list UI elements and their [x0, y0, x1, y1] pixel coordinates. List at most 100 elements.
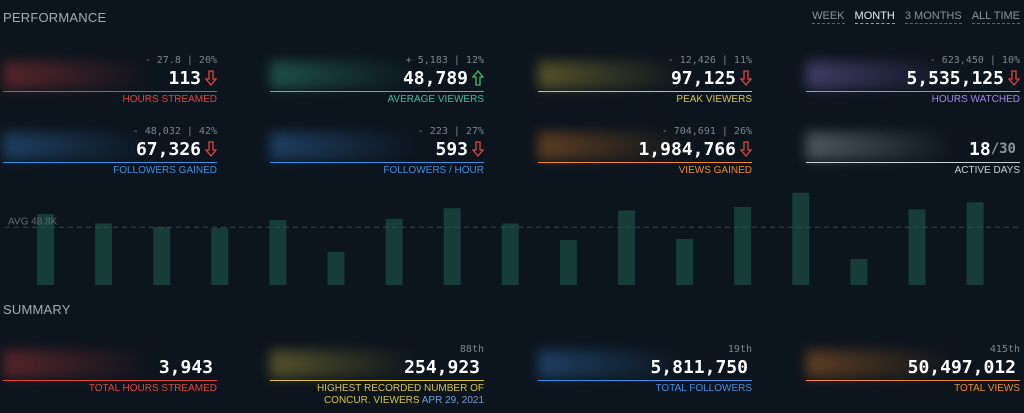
summary-value: 5,811,750 [650, 356, 748, 378]
stat-glow [806, 132, 1020, 160]
summary-label: TOTAL HOURS STREAMED [3, 383, 217, 395]
stat-label: HOURS WATCHED [931, 94, 1020, 105]
stat-glow [538, 61, 752, 89]
chart-bar-14[interactable] [792, 192, 810, 285]
chart-bar-12[interactable] [676, 238, 694, 285]
summary-value: 254,923 [404, 356, 480, 378]
stat-label: HOURS STREAMED [122, 94, 217, 105]
stat-glow [3, 350, 217, 378]
stat-value: 593 [435, 138, 468, 160]
time-range-tabs: WEEK MONTH 3 MONTHS ALL TIME [812, 10, 1020, 24]
chart-bar-2[interactable] [95, 223, 113, 285]
summary-label: TOTAL FOLLOWERS [538, 383, 753, 395]
summary-rank: 415th [989, 344, 1020, 355]
stat-card-hours-watched: - 623,450 | 10% 5,535,125 HOURS WATCHED [806, 55, 1021, 106]
stat-label: FOLLOWERS / HOUR [383, 165, 484, 176]
summary-card-highest-recorded-number-of-concur-viewers: 88th 254,923 HIGHEST RECORDED NUMBER OF … [270, 344, 484, 407]
arrow-up-icon [471, 69, 485, 87]
stat-value: 48,789 [402, 67, 468, 89]
arrow-down-icon [1007, 69, 1021, 87]
summary-label-text: TOTAL HOURS STREAMED [88, 383, 217, 394]
tab-month[interactable]: MONTH [854, 10, 895, 24]
stat-label: FOLLOWERS GAINED [113, 165, 217, 176]
stat-card-active-days: 18 /30 ACTIVE DAYS [806, 126, 1020, 177]
stat-delta: - 27.8 | 20% [144, 55, 217, 66]
arrow-down-icon [471, 140, 485, 158]
chart-bar-11[interactable] [618, 210, 635, 285]
arrow-down-icon [739, 140, 753, 158]
stat-label: VIEWS GAINED [678, 165, 752, 176]
stat-underline [538, 162, 752, 163]
stat-underline [3, 162, 217, 163]
chart-bar-9[interactable] [501, 223, 519, 285]
summary-title: SUMMARY [3, 302, 71, 317]
stat-delta [806, 126, 1020, 138]
chart-bar-13[interactable] [734, 206, 752, 285]
arrow-down-icon [739, 69, 753, 87]
summary-underline [806, 380, 1020, 381]
chart-bar-5[interactable] [269, 219, 287, 285]
chart-bar-3[interactable] [153, 227, 171, 285]
stat-value: 113 [168, 67, 201, 89]
summary-label: TOTAL VIEWS [806, 383, 1020, 395]
stat-card-peak-viewers: - 12,426 | 11% 97,125 PEAK VIEWERS [538, 55, 753, 106]
summary-card-total-followers: 19th 5,811,750 TOTAL FOLLOWERS [538, 344, 752, 395]
stat-value: 1,984,766 [638, 138, 736, 160]
stat-value: 5,535,125 [906, 67, 1004, 89]
summary-label-date: APR 29, 2021 [421, 395, 484, 406]
stat-card-followers-hour: - 223 | 27% 593 FOLLOWERS / HOUR [270, 126, 485, 177]
stat-delta: + 5,183 | 12% [405, 55, 484, 66]
performance-title: PERFORMANCE [3, 10, 107, 25]
summary-value: 50,497,012 [907, 356, 1016, 378]
summary-label-text: HIGHEST RECORDED NUMBER OF CONCUR. VIEWE… [316, 383, 484, 406]
stat-label: ACTIVE DAYS [954, 165, 1020, 176]
summary-card-total-hours-streamed: 3,943 TOTAL HOURS STREAMED [3, 344, 217, 395]
stat-underline [270, 162, 484, 163]
chart-bar-6[interactable] [327, 251, 345, 285]
stat-delta: - 12,426 | 11% [667, 55, 752, 66]
summary-rank [3, 344, 217, 356]
stat-underline [3, 91, 217, 92]
stat-delta: - 704,691 | 26% [661, 126, 752, 137]
stat-glow [538, 132, 752, 160]
summary-label: HIGHEST RECORDED NUMBER OF CONCUR. VIEWE… [270, 383, 484, 407]
stat-card-followers-gained: - 48,032 | 42% 67,326 FOLLOWERS GAINED [3, 126, 218, 177]
chart-bar-4[interactable] [211, 228, 229, 285]
stat-underline [806, 91, 1020, 92]
chart-bar-17[interactable] [966, 202, 984, 285]
tab-3-months[interactable]: 3 MONTHS [904, 10, 962, 24]
stat-underline [538, 91, 752, 92]
chart-bar-10[interactable] [559, 240, 577, 285]
stat-glow [806, 61, 1020, 89]
chart-bar-15[interactable] [850, 258, 868, 285]
stat-delta: - 48,032 | 42% [132, 126, 217, 137]
stat-glow [806, 350, 1020, 378]
arrow-down-icon [204, 140, 218, 158]
summary-label-text: TOTAL VIEWS [954, 383, 1020, 394]
summary-rank: 88th [459, 344, 484, 355]
stat-card-average-viewers: + 5,183 | 12% 48,789 AVERAGE VIEWERS [270, 55, 485, 106]
stat-card-hours-streamed: - 27.8 | 20% 113 HOURS STREAMED [3, 55, 218, 106]
stat-value: 67,326 [135, 138, 201, 160]
stat-delta: - 223 | 27% [417, 126, 484, 137]
summary-rank: 19th [727, 344, 752, 355]
arrow-down-icon [204, 69, 218, 87]
stat-card-views-gained: - 704,691 | 26% 1,984,766 VIEWS GAINED [538, 126, 753, 177]
chart-bar-8[interactable] [443, 208, 461, 285]
summary-underline [270, 380, 484, 381]
chart-bar-7[interactable] [385, 218, 403, 285]
stat-value-suffix: /30 [990, 141, 1016, 157]
stat-value: 97,125 [670, 67, 736, 89]
stat-label: PEAK VIEWERS [676, 94, 752, 105]
tab-week[interactable]: WEEK [812, 10, 845, 24]
stat-glow [270, 350, 484, 378]
stat-glow [3, 132, 217, 160]
stat-value: 18 [969, 138, 991, 160]
summary-underline [538, 380, 752, 381]
summary-underline [3, 380, 217, 381]
chart-bar-1[interactable] [37, 214, 54, 285]
stat-glow [270, 61, 484, 89]
stat-underline [270, 91, 484, 92]
tab-all-time[interactable]: ALL TIME [971, 10, 1020, 24]
chart-bar-16[interactable] [908, 209, 926, 285]
